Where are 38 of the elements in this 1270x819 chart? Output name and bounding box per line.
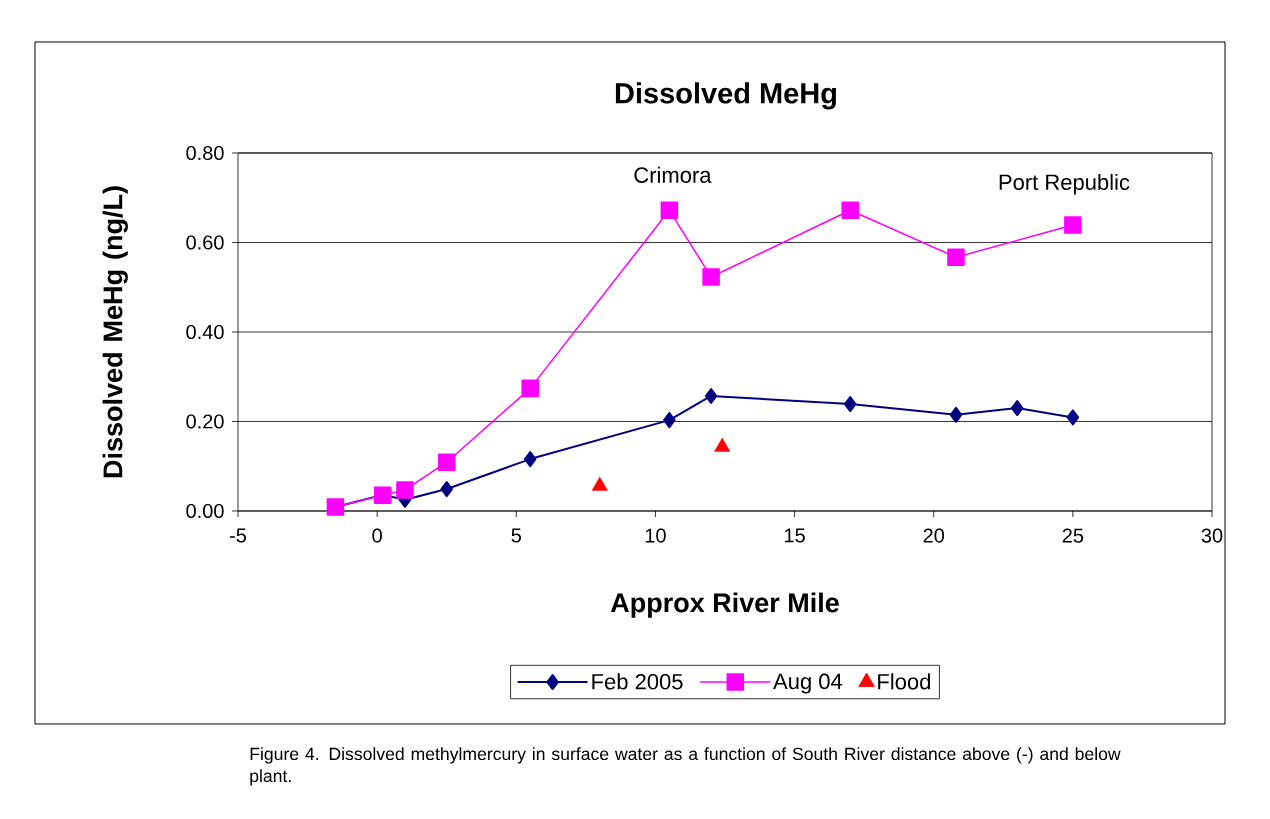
point <box>437 453 456 471</box>
chart-title: Dissolved MeHg <box>615 82 837 110</box>
caption: Figure 4. Dissolved methylmercury in surface water as a function of South River distance above (-) and below plant. <box>250 747 1121 786</box>
point <box>521 379 539 398</box>
x-tick-label: -5 <box>230 528 247 543</box>
point <box>1064 216 1082 234</box>
x-tick-label: 10 <box>645 528 666 543</box>
legend-label: Aug 04 <box>773 673 843 694</box>
y-tick-label: 0.60 <box>186 235 224 250</box>
y-tick-label: 0.40 <box>186 324 224 340</box>
y-axis-title: Dissolved MeHg (ng/L) <box>102 186 128 478</box>
legend-label: Feb 2005 <box>592 673 683 690</box>
point <box>1066 409 1080 426</box>
point <box>949 406 963 423</box>
x-axis-title: Approx River Mile <box>610 592 839 618</box>
point <box>663 412 676 429</box>
x-tick-label: 0 <box>372 528 382 543</box>
y-tick-label: 0.20 <box>186 414 224 429</box>
point <box>523 451 537 468</box>
point <box>843 396 857 413</box>
point <box>660 201 679 220</box>
legend-label: Flood <box>878 673 930 690</box>
x-tick-label: 30 <box>1201 528 1223 543</box>
point <box>704 387 718 404</box>
y-tick-label: 0.80 <box>186 145 224 161</box>
x-tick-label: 5 <box>511 528 522 543</box>
y-tick-label: 0.00 <box>186 503 224 519</box>
point <box>702 268 720 286</box>
point <box>440 481 453 498</box>
point <box>1010 400 1024 417</box>
annotation: Crimora <box>634 166 712 183</box>
point <box>841 201 859 220</box>
x-tick-label: 25 <box>1062 528 1084 543</box>
annotation: Port Republic <box>999 173 1130 195</box>
point <box>396 481 414 499</box>
point <box>947 248 965 267</box>
x-tick-label: 15 <box>784 528 805 543</box>
x-tick-label: 20 <box>923 528 945 543</box>
